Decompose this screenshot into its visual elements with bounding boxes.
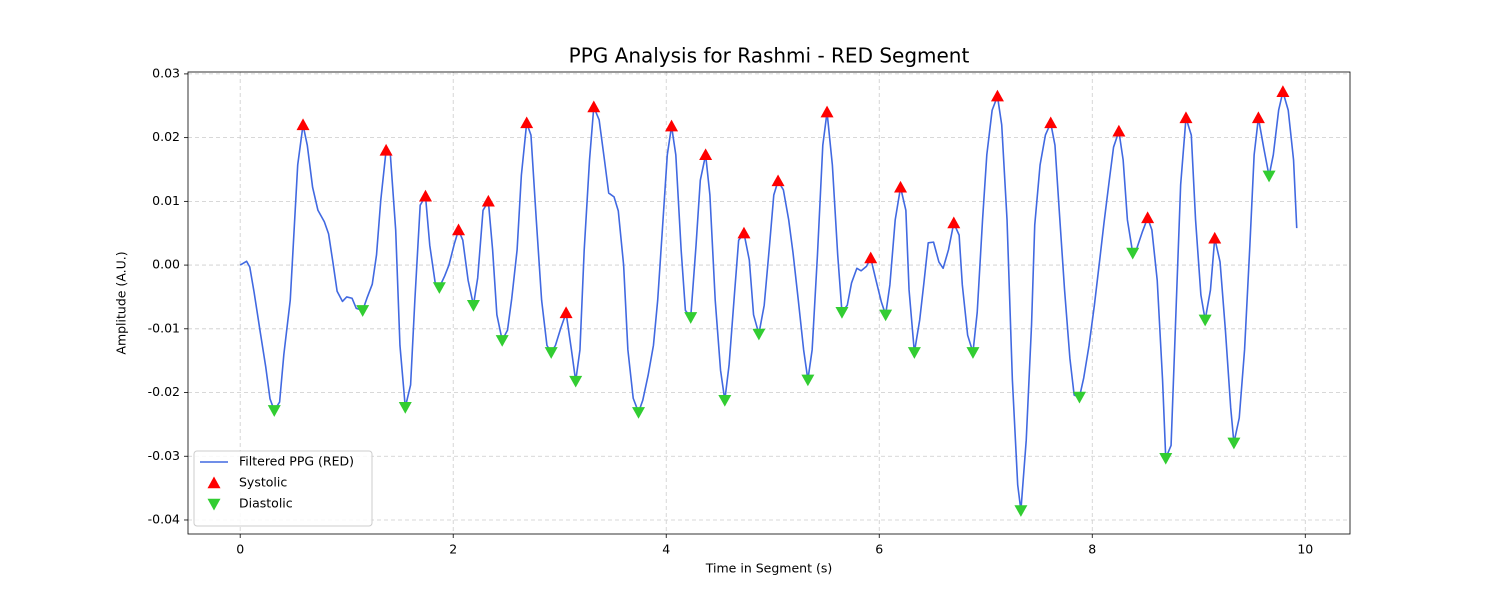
x-tick-label: 0: [236, 542, 244, 557]
systolic-marker: [894, 180, 908, 193]
diastolic-marker: [801, 374, 815, 387]
systolic-marker: [699, 148, 713, 161]
diastolic-marker: [1126, 247, 1140, 260]
systolic-marker: [1179, 111, 1193, 124]
x-tick-label: 6: [875, 542, 883, 557]
systolic-marker: [587, 100, 601, 113]
diastolic-marker: [544, 347, 558, 359]
y-tick-label: 0.01: [152, 193, 180, 208]
systolic-marker: [452, 223, 466, 236]
systolic-marker: [559, 306, 573, 319]
diastolic-marker: [1198, 314, 1212, 327]
plot-frame: [187, 71, 1351, 535]
diastolic-marker: [1159, 452, 1173, 465]
systolic-marker: [990, 89, 1004, 102]
diastolic-marker: [356, 305, 370, 317]
y-tick-label: 0.03: [152, 65, 180, 80]
diastolic-marker: [879, 309, 893, 322]
systolic-marker: [771, 174, 785, 187]
diastolic-marker: [718, 394, 732, 407]
y-tick-label: -0.03: [148, 448, 180, 463]
legend: Filtered PPG (RED) Systolic Diastolic: [193, 450, 373, 527]
legend-label: Systolic: [239, 475, 287, 490]
legend-swatch: [207, 476, 221, 489]
chart-title: PPG Analysis for Rashmi - RED Segment: [569, 44, 970, 68]
x-tick-label: 2: [449, 542, 457, 557]
y-tick-label: 0.02: [152, 129, 180, 144]
diastolic-marker: [466, 300, 480, 312]
diastolic-marker: [684, 312, 698, 324]
systolic-marker: [1141, 211, 1155, 224]
systolic-marker: [737, 226, 751, 239]
x-tick-label: 8: [1088, 542, 1096, 557]
systolic-marker: [864, 251, 878, 264]
legend-box: [193, 450, 373, 527]
diastolic-marker: [907, 347, 921, 359]
diastolic-marker: [966, 347, 980, 359]
systolic-marker: [419, 189, 433, 202]
y-tick-label: 0.00: [152, 257, 180, 272]
systolic-marker: [1276, 85, 1290, 97]
systolic-marker: [665, 119, 679, 132]
systolic-marker: [820, 105, 834, 118]
systolic-marker: [1044, 116, 1058, 129]
diastolic-marker: [1227, 437, 1241, 450]
x-tick-label: 4: [662, 542, 670, 557]
y-tick-label: -0.02: [148, 384, 180, 399]
diastolic-marker: [432, 282, 446, 294]
systolic-marker: [947, 216, 961, 229]
systolic-marker: [1112, 124, 1126, 137]
systolic-marker: [1251, 111, 1265, 124]
diastolic-marker: [1014, 505, 1028, 517]
y-tick-label: -0.04: [148, 511, 180, 526]
diastolic-marker: [752, 328, 766, 341]
diastolic-marker: [1072, 391, 1086, 404]
systolic-marker: [296, 118, 310, 131]
systolic-marker: [1208, 231, 1222, 244]
x-tick-label: 10: [1297, 542, 1313, 557]
systolic-marker: [481, 194, 495, 207]
systolic-marker: [520, 116, 534, 129]
x-axis-label: Time in Segment (s): [705, 561, 832, 576]
y-tick-label: -0.01: [148, 320, 180, 335]
diastolic-marker: [1262, 170, 1276, 183]
legend-swatch: [207, 498, 221, 511]
legend-label: Filtered PPG (RED): [239, 454, 354, 469]
diastolic-marker: [398, 401, 412, 414]
y-axis-label: Amplitude (A.U.): [114, 251, 129, 354]
diastolic-marker: [835, 307, 849, 319]
systolic-marker: [379, 143, 393, 156]
diastolic-marker: [267, 405, 281, 417]
diastolic-marker: [632, 407, 646, 419]
diastolic-marker: [495, 335, 509, 347]
diastolic-marker: [569, 375, 583, 388]
ppg-line: [239, 90, 1298, 512]
legend-label: Diastolic: [239, 496, 293, 511]
